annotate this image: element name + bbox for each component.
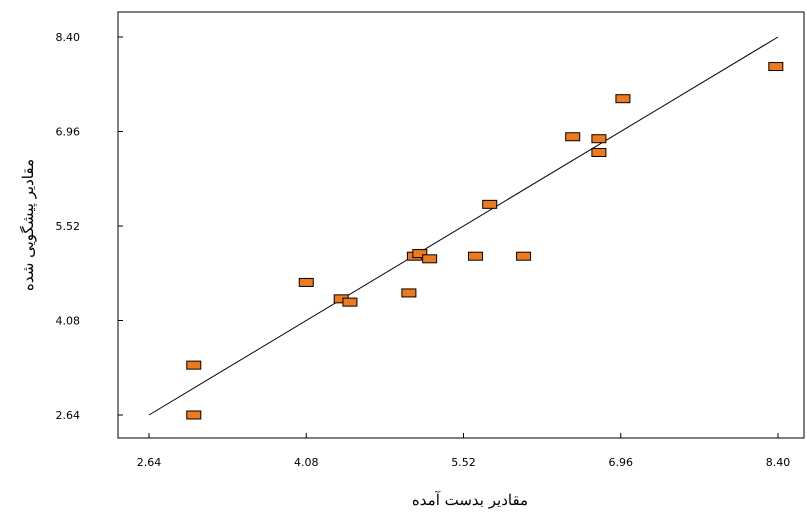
x-tick-label: 8.40 xyxy=(766,456,791,469)
data-points xyxy=(186,62,784,420)
plot-frame xyxy=(117,11,805,439)
data-point xyxy=(565,132,581,142)
y-tick-label: 8.40 xyxy=(56,31,81,44)
data-point xyxy=(342,297,358,307)
x-tick-label: 5.52 xyxy=(451,456,476,469)
data-point xyxy=(298,277,314,287)
data-point xyxy=(186,410,202,420)
x-tick-label: 4.08 xyxy=(294,456,319,469)
data-point xyxy=(615,94,631,104)
data-point xyxy=(401,288,417,298)
data-point xyxy=(482,199,498,209)
axis-ticks xyxy=(118,36,779,438)
data-point xyxy=(591,134,607,144)
y-tick-label: 4.08 xyxy=(56,315,81,328)
y-tick-labels: 2.64 4.08 5.52 6.96 8.40 xyxy=(56,31,81,422)
data-point xyxy=(412,249,428,259)
reference-line xyxy=(148,36,779,416)
y-tick-label: 2.64 xyxy=(56,409,81,422)
y-tick-label: 5.52 xyxy=(56,220,81,233)
y-axis-title: مقادیر پیشگویی شده xyxy=(19,159,37,291)
data-point xyxy=(591,148,607,157)
data-point xyxy=(516,251,532,261)
data-point xyxy=(186,360,202,370)
x-tick-labels: 2.64 4.08 5.52 6.96 8.40 xyxy=(137,456,791,469)
x-tick-label: 6.96 xyxy=(609,456,634,469)
x-tick-label: 2.64 xyxy=(137,456,162,469)
data-point xyxy=(422,254,438,264)
x-axis-title: مقادیر بدست آمده xyxy=(412,491,528,509)
y-tick-label: 6.96 xyxy=(56,126,81,139)
data-point xyxy=(468,251,484,261)
data-point xyxy=(768,62,784,72)
